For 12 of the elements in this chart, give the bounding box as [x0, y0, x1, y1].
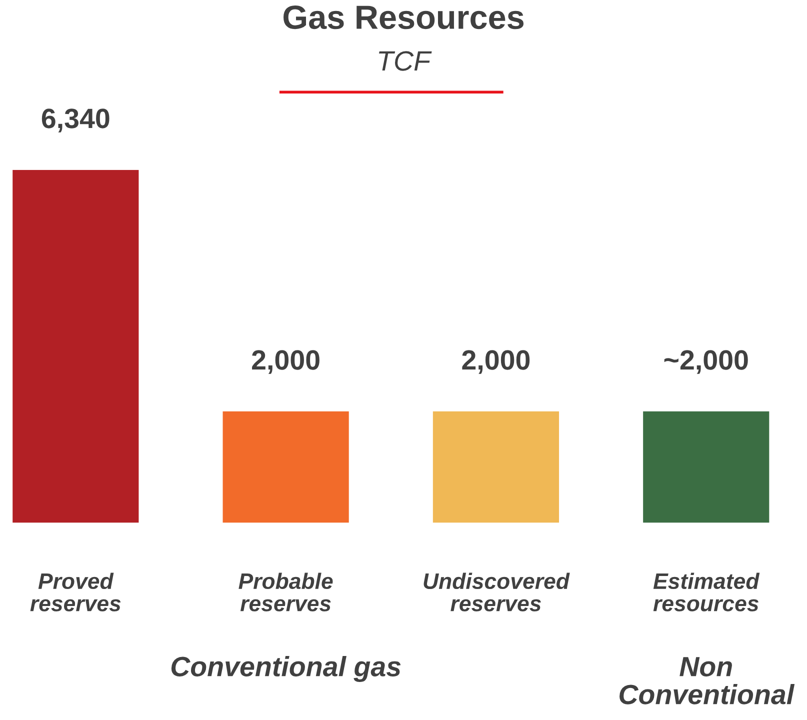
chart-subtitle: TCF: [379, 51, 432, 71]
text: Conventional gas: [171, 656, 401, 682]
x-tick-label: Probable reserves: [238, 572, 333, 612]
x-tick-label: Undiscovered reserves: [424, 572, 570, 612]
chart-title: Gas Resources: [284, 6, 524, 30]
data-label: 2,000: [252, 350, 320, 374]
data-label: 2,000: [462, 350, 530, 374]
x-tick-label: Proved reserves: [30, 572, 121, 612]
text: Non Conventional: [620, 657, 795, 704]
x-tick-label: Estimated resources: [653, 572, 760, 612]
data-label: 6,340: [42, 108, 110, 132]
data-label: ~2,000: [664, 350, 748, 374]
